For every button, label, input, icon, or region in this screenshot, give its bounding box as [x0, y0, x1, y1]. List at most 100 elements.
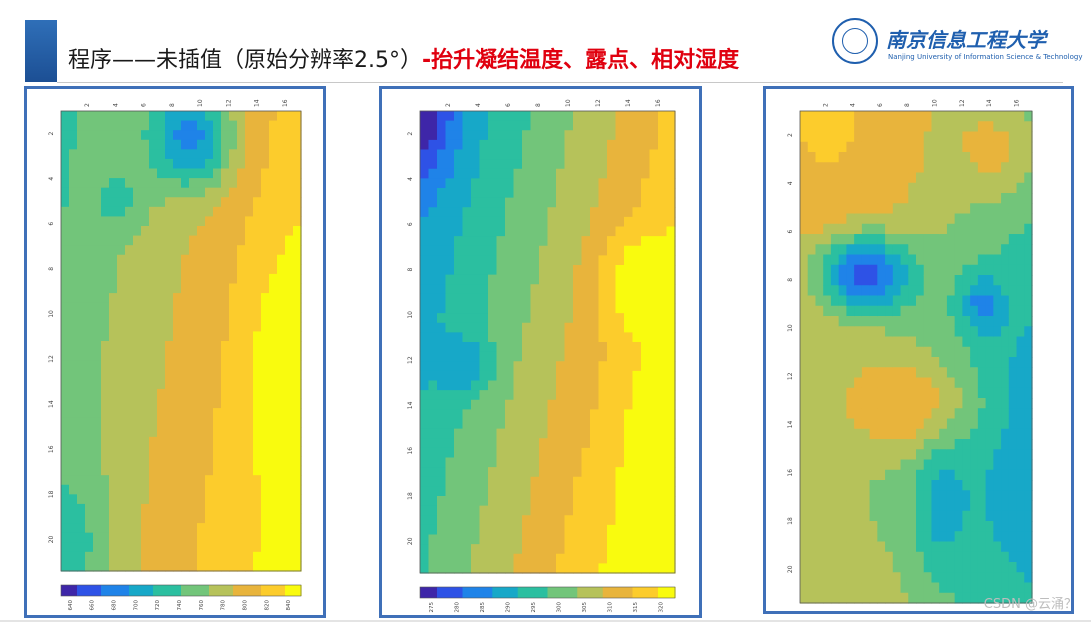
y-tick-label: 12	[48, 355, 55, 363]
y-tick-label: 10	[407, 311, 414, 319]
x-tick-label: 10	[931, 99, 938, 107]
colorbar-tick-label: 780	[221, 600, 227, 611]
y-tick-label: 14	[407, 401, 414, 409]
x-tick-label: 10	[197, 99, 204, 107]
y-tick-label: 16	[407, 447, 414, 455]
university-logo: 南京信息工程大学 Nanjing University of Informati…	[832, 18, 1082, 68]
colorbar-tick-label: 640	[68, 600, 74, 611]
y-tick-label: 2	[787, 133, 794, 137]
y-tick-label: 16	[787, 469, 794, 477]
colorbar-tick-label: 275	[429, 602, 435, 613]
plot-frame	[419, 110, 676, 574]
y-tick-label: 6	[48, 222, 55, 226]
y-tick-label: 18	[787, 517, 794, 525]
colorbar-tick-label: 290	[505, 602, 511, 613]
contour-panel-relative-humidity: 2 4 6 8 10 12 14 16 2 4 6 8 10 12 14 16 18 20	[763, 86, 1074, 614]
plot-frame	[60, 110, 302, 572]
y-tick-label: 18	[48, 490, 55, 498]
y-tick-label: 2	[407, 132, 414, 136]
colorbar-tick-label: 300	[556, 602, 562, 613]
x-tick-label: 8	[904, 103, 911, 107]
page-title-main: 程序——未插值（原始分辨率2.5°）	[68, 48, 422, 73]
title-accent-bar	[25, 20, 57, 82]
x-tick-label: 12	[225, 99, 232, 107]
y-tick-label: 8	[407, 267, 414, 271]
colorbar-tick-label: 295	[531, 602, 537, 613]
colorbar-tick-label: 285	[480, 602, 486, 613]
y-tick-label: 4	[787, 181, 794, 185]
x-tick-label: 8	[535, 103, 542, 107]
colorbar-tick-label: 305	[582, 602, 588, 613]
x-tick-label: 4	[112, 103, 119, 107]
title-divider	[57, 82, 1063, 83]
colorbar-tick-label: 315	[633, 602, 639, 613]
y-tick-label: 16	[48, 445, 55, 453]
page-title-highlight: -抬升凝结温度、露点、相对湿度	[422, 48, 740, 73]
x-tick-label: 2	[822, 103, 829, 107]
logo-chinese-name: 南京信息工程大学	[886, 28, 1046, 52]
y-tick-label: 10	[48, 310, 55, 318]
y-tick-label: 14	[48, 400, 55, 408]
contour-panel-dew-point: 2 4 6 8 10 12 14 16 2 4 6 8 10 12 14 16 18 20 275 280 285 290…	[379, 86, 702, 618]
x-tick-label: 6	[141, 103, 148, 107]
x-tick-label: 16	[282, 99, 289, 107]
colorbar-tick-label: 800	[242, 600, 248, 611]
bottom-divider	[0, 620, 1091, 622]
y-tick-label: 12	[407, 356, 414, 364]
colorbar-tick-label: 760	[199, 600, 205, 611]
colorbar-tick-label: 820	[264, 600, 270, 611]
colorbar-tick-label: 680	[112, 600, 118, 611]
colorbar-tick-label: 700	[133, 600, 139, 611]
x-tick-label: 16	[1013, 99, 1020, 107]
colorbar-tick-label: 310	[607, 602, 613, 613]
colorbar: 640 660 680 700 720 740 760 780 800 820 840	[60, 584, 302, 611]
x-tick-label: 12	[595, 99, 602, 107]
x-tick-label: 6	[877, 103, 884, 107]
x-tick-label: 8	[169, 103, 176, 107]
y-tick-label: 6	[787, 230, 794, 234]
x-tick-label: 4	[850, 103, 857, 107]
colorbar-tick-label: 660	[90, 600, 96, 611]
y-tick-label: 20	[787, 565, 794, 573]
plot-frame	[799, 110, 1033, 604]
y-tick-label: 20	[48, 535, 55, 543]
x-tick-label: 14	[254, 99, 261, 107]
csdn-watermark: CSDN @云涌？	[983, 597, 1077, 612]
colorbar-tick-label: 840	[286, 600, 292, 611]
colorbar-tick-label: 740	[177, 600, 183, 611]
y-tick-label: 8	[48, 267, 55, 271]
x-tick-label: 10	[565, 99, 572, 107]
contour-fill	[800, 111, 1033, 604]
x-tick-label: 16	[655, 99, 662, 107]
colorbar-tick-label: 720	[155, 600, 161, 611]
contour-fill	[420, 111, 676, 574]
contour-fill	[61, 111, 302, 572]
y-tick-label: 6	[407, 222, 414, 226]
page-title: 程序——未插值（原始分辨率2.5°）-抬升凝结温度、露点、相对湿度	[68, 42, 739, 74]
contour-panel-lifting-condensation: 2 4 6 8 10 12 14 16 2 4 6 8 10 12 14 16 18 20 640 660 680 700…	[24, 86, 326, 618]
contour-plot-0: 2 4 6 8 10 12 14 16 2 4 6 8 10 12 14 16 18 20 640 660 680 700…	[48, 99, 302, 611]
y-tick-label: 4	[48, 177, 55, 181]
colorbar-tick-label: 320	[658, 602, 664, 613]
contour-plot-1: 2 4 6 8 10 12 14 16 2 4 6 8 10 12 14 16 18 20 275 280 285 290…	[407, 99, 676, 613]
university-seal-icon	[832, 18, 878, 64]
x-tick-label: 12	[959, 99, 966, 107]
logo-english-name: Nanjing University of Information Scienc…	[888, 53, 1083, 61]
contour-plot-2: 2 4 6 8 10 12 14 16 2 4 6 8 10 12 14 16 18 20	[787, 99, 1033, 604]
y-tick-label: 4	[407, 177, 414, 181]
x-tick-label: 2	[84, 103, 91, 107]
x-tick-label: 14	[625, 99, 632, 107]
colorbar: 275 280 285 290 295 300 305 310 315 320	[419, 586, 676, 613]
y-tick-label: 2	[48, 131, 55, 135]
x-tick-label: 4	[475, 103, 482, 107]
x-tick-label: 2	[445, 103, 452, 107]
y-tick-label: 10	[787, 324, 794, 332]
y-tick-label: 14	[787, 421, 794, 429]
y-tick-label: 20	[407, 537, 414, 545]
colorbar-tick-label: 280	[454, 602, 460, 613]
x-tick-label: 6	[505, 103, 512, 107]
x-tick-label: 14	[986, 99, 993, 107]
y-tick-label: 12	[787, 372, 794, 380]
y-tick-label: 8	[787, 278, 794, 282]
y-tick-label: 18	[407, 492, 414, 500]
